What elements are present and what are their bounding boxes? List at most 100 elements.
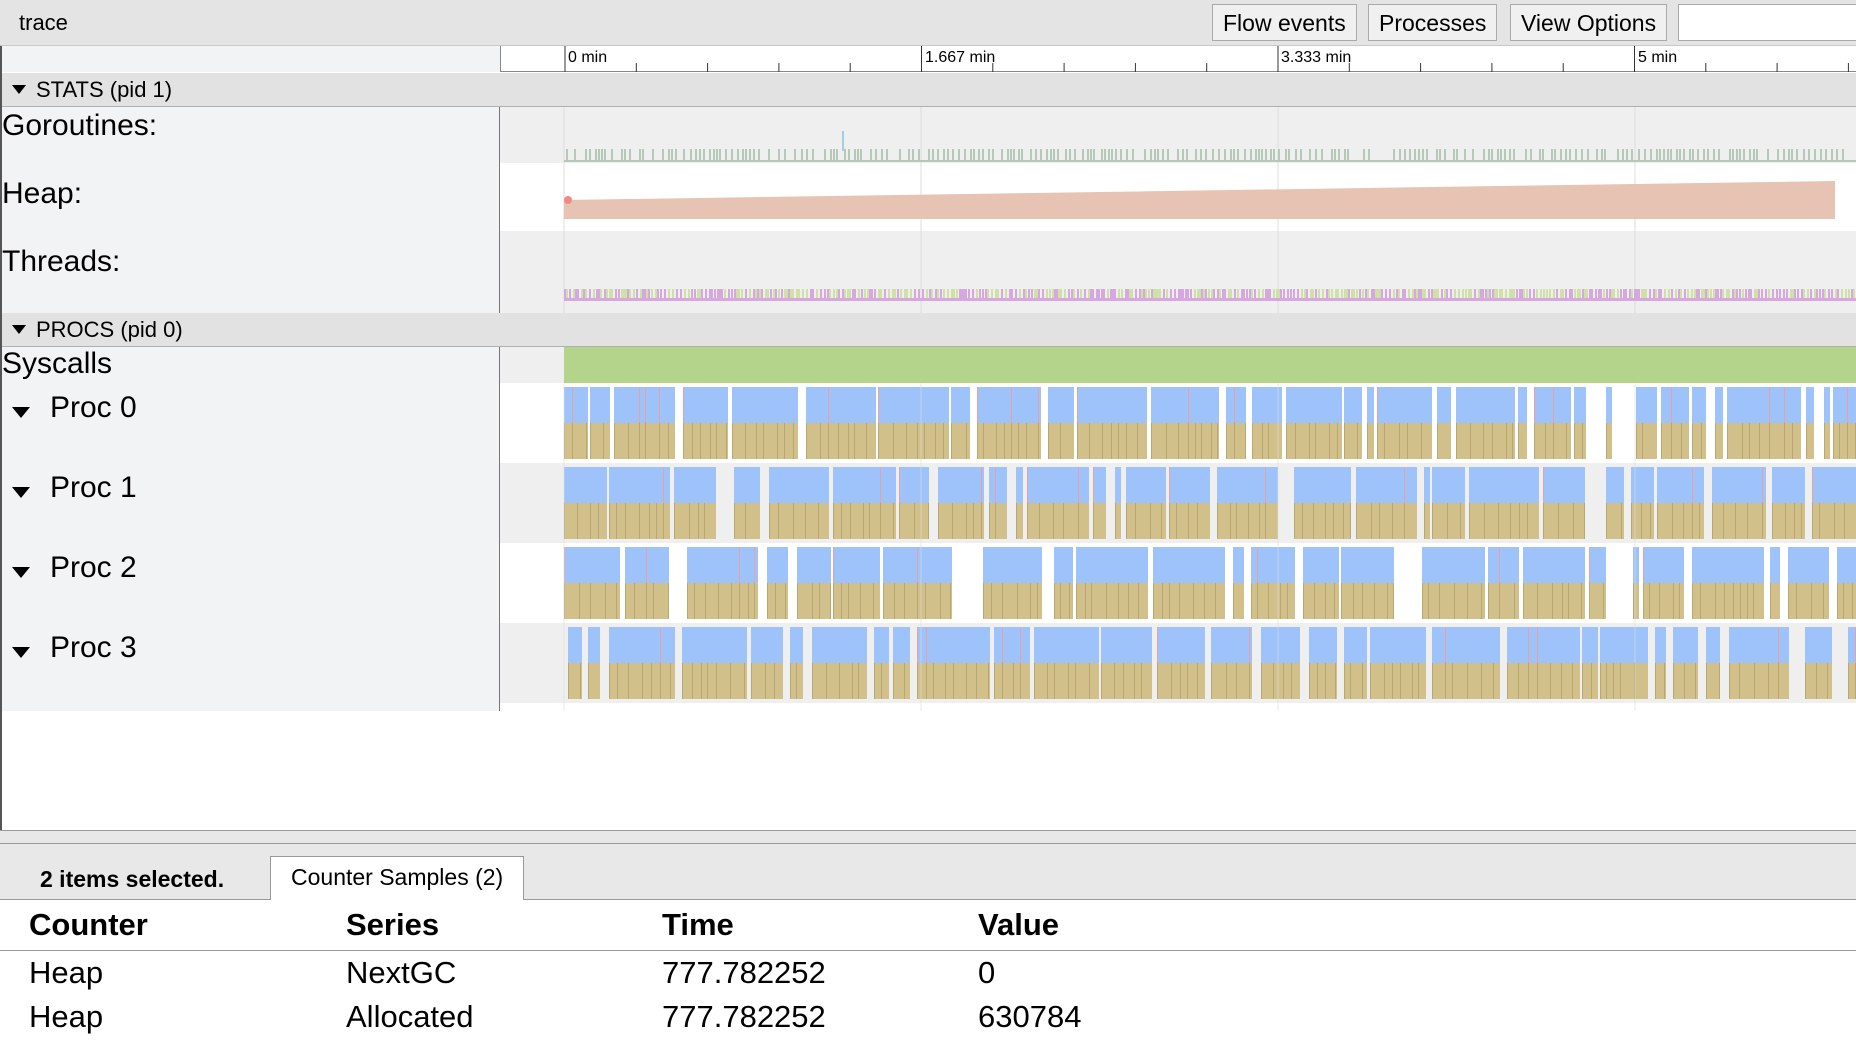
goroutine-sample <box>1104 149 1106 161</box>
proc-3-slice-divider <box>1309 663 1310 699</box>
proc-1-event-marker <box>1078 467 1079 503</box>
goroutine-sample <box>1018 149 1020 161</box>
thread-sample <box>1052 289 1054 299</box>
panel-splitter[interactable] <box>0 830 1856 844</box>
proc-1-goroutine-slice <box>1093 467 1106 503</box>
proc-3-slice-divider <box>1400 663 1401 699</box>
goroutine-sample <box>1767 149 1769 161</box>
proc-2-triangle-icon[interactable] <box>12 567 30 578</box>
proc-3-slice-divider <box>1528 663 1529 699</box>
goroutine-sample <box>1736 149 1738 161</box>
goroutine-sample <box>1295 149 1297 161</box>
proc-3-event-marker <box>1778 627 1779 663</box>
proc-2-slice-divider <box>841 583 842 619</box>
stats-process-header[interactable]: STATS (pid 1) <box>0 73 1856 107</box>
proc-1-triangle-icon[interactable] <box>12 487 30 498</box>
goroutine-sample <box>1530 149 1532 161</box>
thread-sample <box>1058 289 1060 299</box>
proc-3-label[interactable]: Proc 3 <box>50 631 137 664</box>
collapse-triangle-icon[interactable] <box>12 325 26 334</box>
stats-counter-tracks[interactable] <box>500 107 1856 313</box>
column-header-counter[interactable]: Counter <box>0 900 346 951</box>
proc-3-slice-divider <box>874 663 875 699</box>
proc-0-slice-divider <box>1268 423 1269 459</box>
thread-sample <box>802 289 804 299</box>
proc-0-slice-divider <box>586 423 587 459</box>
proc-3-gc-slice <box>1344 663 1367 699</box>
thread-sample <box>672 289 674 299</box>
thread-sample <box>1636 289 1638 299</box>
thread-sample <box>1084 289 1086 299</box>
goroutine-sample <box>1513 149 1515 161</box>
thread-sample <box>1745 289 1747 299</box>
flow-events-button[interactable]: Flow events <box>1212 4 1357 41</box>
collapse-triangle-icon[interactable] <box>12 85 26 94</box>
proc-0-goroutine-slice <box>1344 387 1362 423</box>
procs-tracks[interactable] <box>500 347 1856 711</box>
proc-1-slice-divider <box>1432 503 1433 539</box>
thread-sample <box>1526 289 1528 299</box>
proc-2-slice-divider <box>1439 583 1440 619</box>
procs-process-header[interactable]: PROCS (pid 0) <box>0 313 1856 347</box>
proc-2-slice-divider <box>1659 583 1660 619</box>
proc-1-gc-slice <box>1432 503 1465 539</box>
proc-1-slice-divider <box>1392 503 1393 539</box>
time-ruler[interactable]: 0 min 1.667 min 3.333 min 5 min <box>500 46 1856 72</box>
proc-3-slice-divider <box>1684 663 1685 699</box>
thread-sample <box>1765 289 1767 299</box>
proc-3-slice-divider <box>1518 663 1519 699</box>
view-options-button[interactable]: View Options <box>1510 4 1668 41</box>
thread-sample <box>633 289 635 299</box>
column-header-value[interactable]: Value <box>978 900 1856 951</box>
thread-sample <box>1267 289 1269 299</box>
proc-2-goroutine-slice <box>797 547 831 583</box>
thread-sample <box>1163 289 1165 299</box>
procs-timeline-tracks[interactable] <box>500 347 1856 711</box>
proc-1-goroutine-slice <box>564 467 607 503</box>
cell-time[interactable]: 777.782252 <box>662 955 826 990</box>
thread-sample <box>1228 289 1230 299</box>
goroutine-sample <box>758 149 760 161</box>
proc-0-slice-divider <box>820 423 821 459</box>
proc-2-label[interactable]: Proc 2 <box>50 551 137 584</box>
search-input[interactable] <box>1678 4 1856 41</box>
column-header-series[interactable]: Series <box>346 900 662 951</box>
proc-0-triangle-icon[interactable] <box>12 407 30 418</box>
thread-sample <box>1470 289 1472 299</box>
thread-sample <box>1153 289 1155 299</box>
goroutine-sample <box>604 149 606 161</box>
proc-1-label[interactable]: Proc 1 <box>50 471 137 504</box>
goroutine-sample <box>988 149 990 161</box>
thread-sample <box>1304 289 1306 299</box>
goroutine-sample <box>1796 149 1798 161</box>
thread-sample <box>1584 289 1586 299</box>
proc-3-gc-slice <box>1211 663 1252 699</box>
table-row[interactable]: Heap Allocated 777.782252 630784 <box>0 995 1856 1039</box>
tab-counter-samples[interactable]: Counter Samples (2) <box>270 856 525 900</box>
goroutine-sample <box>1244 149 1246 161</box>
proc-1-goroutine-slice <box>1424 467 1430 503</box>
proc-3-slice-divider <box>1582 663 1583 699</box>
proc-0-label[interactable]: Proc 0 <box>50 391 137 424</box>
proc-1-slice-divider <box>805 503 806 539</box>
proc-0-event-marker <box>977 387 978 423</box>
proc-2-slice-divider <box>1643 583 1644 619</box>
goroutine-sample <box>1111 149 1113 161</box>
proc-3-slice-divider <box>1778 663 1779 699</box>
goroutine-sample <box>642 149 644 161</box>
proc-3-goroutine-slice <box>1673 627 1698 663</box>
column-header-time[interactable]: Time <box>662 900 978 951</box>
table-row[interactable]: Heap NextGC 777.782252 0 <box>0 951 1856 996</box>
proc-1-slice-divider <box>928 503 929 539</box>
proc-3-triangle-icon[interactable] <box>12 647 30 658</box>
proc-2-slice-divider <box>1179 583 1180 619</box>
thread-sample <box>1629 289 1631 299</box>
thread-sample <box>1756 289 1758 299</box>
thread-sample <box>1131 289 1133 299</box>
processes-button[interactable]: Processes <box>1368 4 1498 41</box>
thread-sample <box>1367 289 1369 299</box>
thread-sample <box>646 289 648 299</box>
stats-tracks[interactable] <box>500 107 1856 313</box>
thread-sample <box>1620 289 1622 299</box>
cell-time[interactable]: 777.782252 <box>662 999 826 1034</box>
